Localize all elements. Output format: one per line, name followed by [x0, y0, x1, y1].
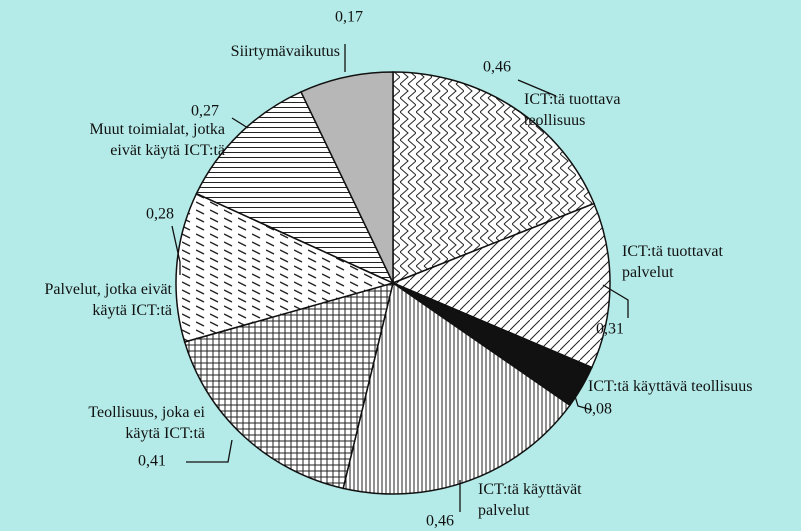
value-label: 0,27 [191, 103, 219, 120]
value-label: 0,08 [584, 401, 612, 418]
leader-line [171, 225, 181, 275]
leader-line [231, 117, 249, 129]
value-label: 0,28 [146, 206, 174, 223]
pie-slice [183, 281, 395, 490]
value-label: 0,41 [138, 453, 166, 470]
pie-slice [392, 71, 595, 285]
slice-label: ICT:tä tuottava teollisuus [524, 91, 621, 129]
leader-line [517, 79, 557, 97]
slice-label: ICT:tä käyttävä teollisuus [588, 378, 753, 395]
slice-label: Muut toimialat, jotka eivät käytä ICT:tä [89, 121, 225, 159]
value-label: 0,46 [426, 513, 454, 530]
pie-slice [300, 71, 394, 284]
value-label: 0,46 [483, 59, 511, 76]
leader-line [602, 284, 629, 318]
slice-label: Siirtymävaikutus [231, 43, 340, 60]
pie-slice [175, 192, 396, 343]
value-label: 0,31 [596, 321, 624, 338]
slice-label: ICT:tä käyttävät palvelut [478, 481, 582, 519]
value-label: 0,17 [335, 9, 363, 26]
pie-slice [391, 202, 611, 369]
leader-line [186, 439, 233, 463]
slice-label: ICT:tä tuottavat palvelut [622, 243, 724, 281]
slice-label: Teollisuus, joka ei käytä ICT:tä [88, 404, 205, 442]
slice-label: Palvelut, jotka eivät käytä ICT:tä [44, 281, 172, 319]
pie-slice [342, 281, 571, 495]
pie-slice [195, 90, 395, 285]
leader-line [571, 385, 593, 411]
